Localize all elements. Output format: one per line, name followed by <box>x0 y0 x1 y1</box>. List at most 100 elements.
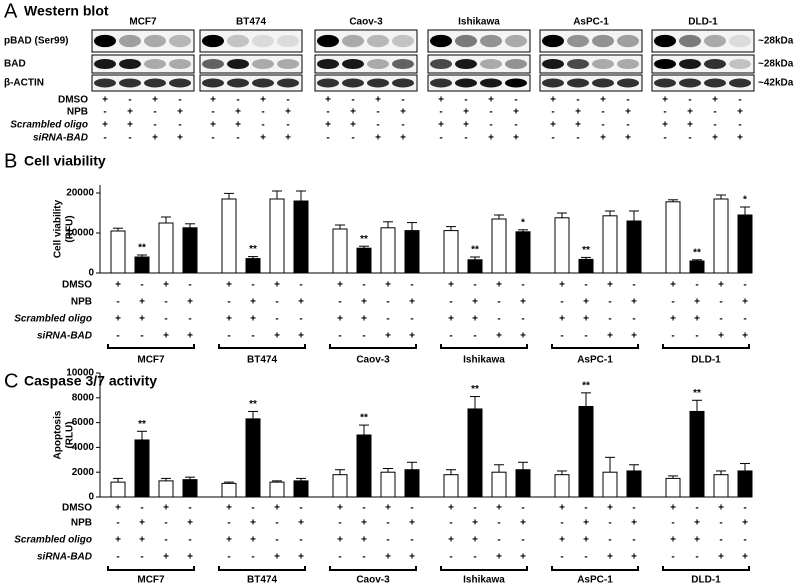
treatment-sign: - <box>439 133 442 144</box>
treatment-sign: - <box>743 280 746 291</box>
bar <box>293 480 309 498</box>
size-marker: ~42kDa <box>758 78 794 89</box>
treatment-sign: - <box>632 280 635 291</box>
blot-band <box>169 58 191 70</box>
treatment-sign: + <box>472 297 478 308</box>
treatment-sign: + <box>337 535 343 546</box>
treatment-sign: - <box>227 552 230 563</box>
treatment-label: NPB <box>71 518 92 529</box>
x-tick-label: BT474 <box>247 575 277 585</box>
treatment-sign: + <box>520 518 526 529</box>
blot-band <box>505 58 527 70</box>
treatment-sign: - <box>164 535 167 546</box>
treatment-sign: - <box>688 133 691 144</box>
treatment-sign: - <box>103 133 106 144</box>
bar <box>491 218 507 274</box>
y-tick-label: 4000 <box>72 442 95 453</box>
treatment-sign: - <box>251 552 254 563</box>
blot-band <box>567 34 589 48</box>
treatment-sign: - <box>449 518 452 529</box>
bar <box>380 227 396 274</box>
treatment-sign: + <box>513 133 519 144</box>
treatment-sign: - <box>164 314 167 325</box>
treatment-label: DMSO <box>62 280 92 291</box>
blot-band <box>252 58 274 70</box>
treatment-sign: + <box>718 331 724 342</box>
treatment-sign: - <box>178 120 181 131</box>
treatment-sign: - <box>719 535 722 546</box>
blot-band <box>480 34 502 48</box>
treatment-sign: + <box>226 314 232 325</box>
treatment-sign: + <box>337 503 343 514</box>
blot-box <box>91 54 195 74</box>
blot-band <box>592 34 614 48</box>
treatment-sign: + <box>472 535 478 546</box>
treatment-sign: + <box>375 95 381 106</box>
treatment-sign: - <box>560 552 563 563</box>
treatment-sign: + <box>400 107 406 118</box>
treatment-label: Scrambled oligo <box>14 314 92 325</box>
treatment-sign: - <box>497 535 500 546</box>
chart-title: Caspase 3/7 activity <box>24 373 157 389</box>
cell-line-label: Ishikawa <box>458 17 500 28</box>
blot-band <box>277 78 299 88</box>
treatment-sign: + <box>488 133 494 144</box>
treatment-sign: + <box>226 503 232 514</box>
treatment-sign: + <box>274 280 280 291</box>
treatment-sign: - <box>410 314 413 325</box>
treatment-sign: + <box>718 503 724 514</box>
blot-band <box>227 34 249 48</box>
blot-band <box>169 34 191 48</box>
treatment-sign: + <box>737 133 743 144</box>
treatment-sign: - <box>362 552 365 563</box>
cell-line-label: Caov-3 <box>349 17 383 28</box>
bar <box>443 230 459 274</box>
blot-box <box>91 74 195 92</box>
blot-band <box>144 58 166 70</box>
treatment-sign: + <box>575 120 581 131</box>
x-tick-label: DLD-1 <box>691 575 721 585</box>
bar <box>626 470 642 498</box>
treatment-sign: + <box>250 535 256 546</box>
blot-band <box>252 78 274 88</box>
y-axis-label: (RLU) <box>65 421 76 448</box>
blot-row-label: β-ACTIN <box>4 78 44 89</box>
group-bracket <box>107 566 195 571</box>
treatment-sign: - <box>743 535 746 546</box>
bar <box>689 410 705 498</box>
treatment-sign: - <box>551 107 554 118</box>
treatment-sign: - <box>338 331 341 342</box>
treatment-sign: + <box>285 107 291 118</box>
treatment-sign: - <box>376 120 379 131</box>
treatment-sign: + <box>210 120 216 131</box>
blot-band <box>480 58 502 70</box>
blot-band <box>317 34 339 48</box>
blot-box <box>427 54 531 74</box>
blot-band <box>144 78 166 88</box>
bar <box>134 256 150 274</box>
treatment-sign: - <box>489 120 492 131</box>
y-axis-label: Cell viability <box>53 199 64 258</box>
treatment-sign: + <box>350 120 356 131</box>
significance: ** <box>249 244 257 255</box>
treatment-sign: + <box>472 314 478 325</box>
treatment-sign: + <box>687 120 693 131</box>
bar <box>182 227 198 274</box>
treatment-sign: + <box>496 552 502 563</box>
treatment-sign: - <box>473 503 476 514</box>
treatment-sign: + <box>496 503 502 514</box>
treatment-sign: + <box>298 331 304 342</box>
treatment-sign: - <box>719 297 722 308</box>
bar <box>515 231 531 274</box>
treatment-sign: - <box>584 280 587 291</box>
treatment-sign: + <box>583 535 589 546</box>
blot-box <box>314 74 418 92</box>
treatment-sign: + <box>226 280 232 291</box>
blot-band <box>592 58 614 70</box>
y-tick-label: 6000 <box>72 417 95 428</box>
treatment-sign: + <box>631 552 637 563</box>
bar <box>515 469 531 498</box>
y-tick-label: 0 <box>88 268 94 279</box>
blot-band <box>542 58 564 70</box>
treatment-sign: - <box>103 107 106 118</box>
